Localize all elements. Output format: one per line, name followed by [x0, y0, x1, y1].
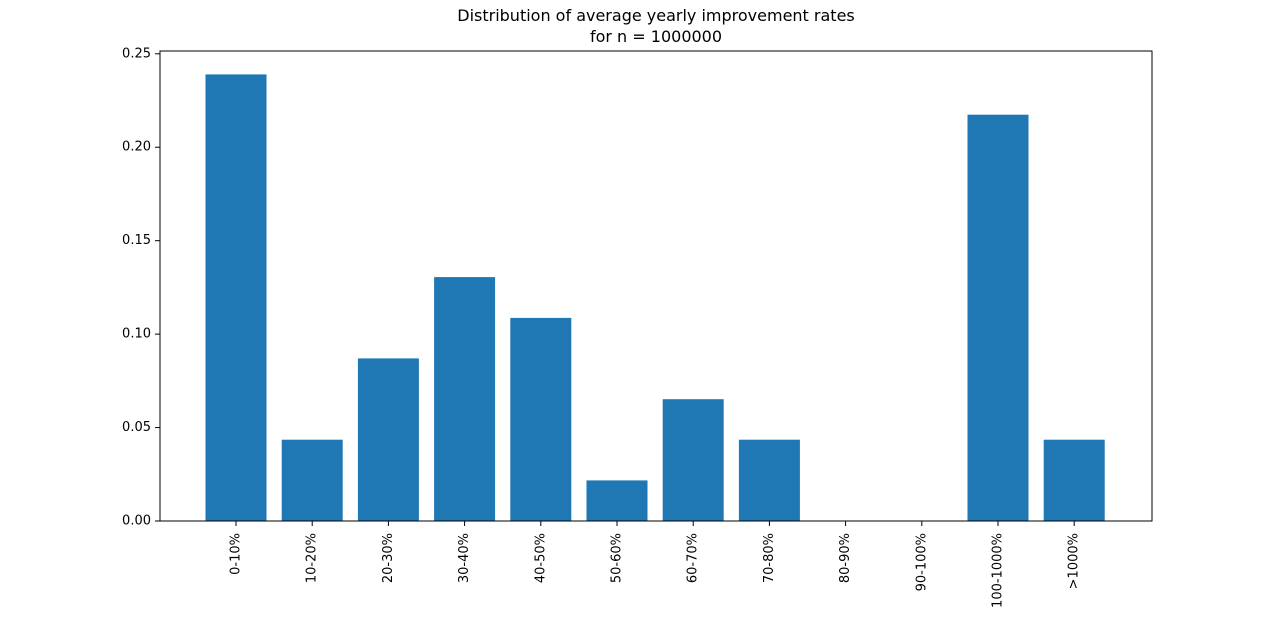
y-tick-label: 0.20 — [122, 140, 151, 155]
x-tick-label: 80-90% — [838, 533, 853, 583]
x-tick-label: 90-100% — [914, 533, 929, 591]
y-tick-label: 0.00 — [122, 514, 151, 529]
bar-11 — [1043, 439, 1105, 521]
bar-10 — [967, 114, 1029, 521]
x-axis: 0-10% 10-20% 20-30% 30-40% 40-50% 50-60% 60-70… — [229, 521, 1082, 608]
bar-0 — [205, 74, 267, 522]
y-tick-label: 0.15 — [122, 233, 151, 248]
bar-1 — [281, 439, 343, 521]
chart-subtitle: for n = 1000000 — [590, 27, 722, 46]
x-tick-label: 70-80% — [762, 533, 777, 583]
x-tick-label: 60-70% — [686, 533, 701, 583]
bar-4 — [510, 317, 572, 521]
x-tick-label: 100-1000% — [991, 533, 1006, 608]
y-tick-label: 0.10 — [122, 327, 151, 342]
bar-5 — [586, 480, 648, 521]
x-tick-label: 10-20% — [305, 533, 320, 583]
bar-2 — [357, 358, 419, 521]
chart-title: Distribution of average yearly improveme… — [457, 6, 855, 25]
bar-3 — [434, 277, 496, 521]
x-tick-label: 50-60% — [610, 533, 625, 583]
y-tick-label: 0.25 — [122, 46, 151, 61]
x-tick-label: 20-30% — [381, 533, 396, 583]
bars-group — [205, 74, 1105, 522]
x-tick-label: 30-40% — [457, 533, 472, 583]
y-tick-label: 0.05 — [122, 420, 151, 435]
x-tick-label: 40-50% — [533, 533, 548, 583]
x-tick-label: >1000% — [1067, 533, 1082, 589]
y-axis: 0.00 0.05 0.10 0.15 0.20 0.25 — [122, 46, 160, 529]
x-tick-label: 0-10% — [229, 533, 244, 575]
bar-6 — [662, 399, 724, 521]
plot-frame — [159, 50, 1153, 522]
bar-7 — [738, 439, 800, 521]
